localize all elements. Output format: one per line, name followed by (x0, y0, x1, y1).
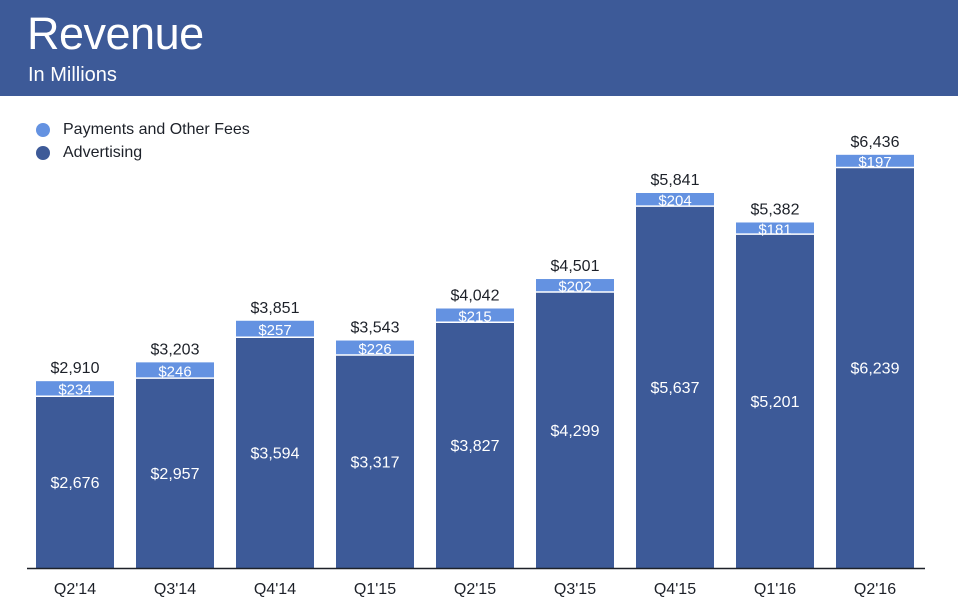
bar-payments (236, 320, 314, 338)
legend-swatch-payments (36, 122, 50, 137)
legend-item-advertising: Advertising (36, 141, 250, 164)
data-label-payments: $234 (58, 382, 91, 399)
bar-payments (736, 222, 814, 235)
bar-advertising (36, 396, 114, 568)
bar-payments (136, 362, 214, 379)
data-label-advertising: $5,637 (651, 380, 700, 397)
bar-payments (536, 279, 614, 293)
data-label-advertising: $4,299 (551, 423, 600, 440)
data-label-total: $3,543 (351, 320, 400, 337)
x-tick-label: Q4'15 (654, 581, 696, 598)
data-label-advertising: $3,827 (451, 438, 500, 455)
bar-advertising (836, 167, 914, 568)
data-label-total: $2,910 (51, 360, 100, 377)
chart-legend: Payments and Other Fees Advertising (36, 118, 250, 164)
bar-advertising (736, 234, 814, 568)
bar-payments (636, 193, 714, 207)
chart-subtitle: In Millions (28, 64, 117, 86)
data-label-advertising: $6,239 (851, 361, 900, 378)
data-label-total: $4,501 (551, 258, 600, 275)
data-label-payments: $204 (658, 193, 691, 210)
bar-advertising (536, 292, 614, 568)
data-label-total: $5,841 (651, 172, 700, 189)
x-tick-label: Q2'14 (54, 581, 96, 598)
data-label-payments: $226 (358, 341, 391, 358)
data-label-advertising: $5,201 (751, 394, 800, 411)
legend-label-payments: Payments and Other Fees (63, 120, 250, 138)
chart-title: Revenue (27, 8, 204, 59)
chart-header: Revenue In Millions (0, 0, 958, 96)
data-label-total: $5,382 (751, 201, 800, 218)
bar-payments (836, 154, 914, 168)
data-label-payments: $246 (158, 363, 191, 380)
data-label-total: $6,436 (851, 134, 900, 151)
bar-advertising (436, 322, 514, 568)
x-tick-label: Q1'16 (754, 581, 796, 598)
x-tick-label: Q4'14 (254, 581, 296, 598)
legend-swatch-advertising (36, 145, 50, 160)
data-label-total: $4,042 (451, 288, 500, 305)
bar-payments (436, 308, 514, 323)
data-label-advertising: $2,957 (151, 466, 200, 483)
data-label-advertising: $3,317 (351, 455, 400, 472)
data-label-advertising: $2,676 (51, 475, 100, 492)
bar-payments (336, 340, 414, 356)
bar-advertising (336, 355, 414, 568)
x-tick-label: Q3'14 (154, 581, 196, 598)
bar-advertising (136, 378, 214, 568)
data-label-total: $3,203 (151, 341, 200, 358)
x-tick-label: Q1'15 (354, 581, 396, 598)
x-tick-label: Q3'15 (554, 581, 596, 598)
data-label-payments: $257 (258, 322, 291, 339)
bar-advertising (636, 206, 714, 568)
data-label-payments: $197 (858, 154, 891, 171)
legend-label-advertising: Advertising (63, 143, 143, 161)
legend-item-payments: Payments and Other Fees (36, 118, 250, 141)
bar-payments (36, 381, 114, 397)
data-label-total: $3,851 (251, 300, 300, 317)
bar-advertising (236, 337, 314, 568)
data-label-advertising: $3,594 (251, 446, 300, 463)
x-tick-label: Q2'16 (854, 581, 896, 598)
data-label-payments: $202 (558, 279, 591, 296)
x-tick-label: Q2'15 (454, 581, 496, 598)
data-label-payments: $181 (758, 221, 791, 238)
data-label-payments: $215 (458, 308, 491, 325)
